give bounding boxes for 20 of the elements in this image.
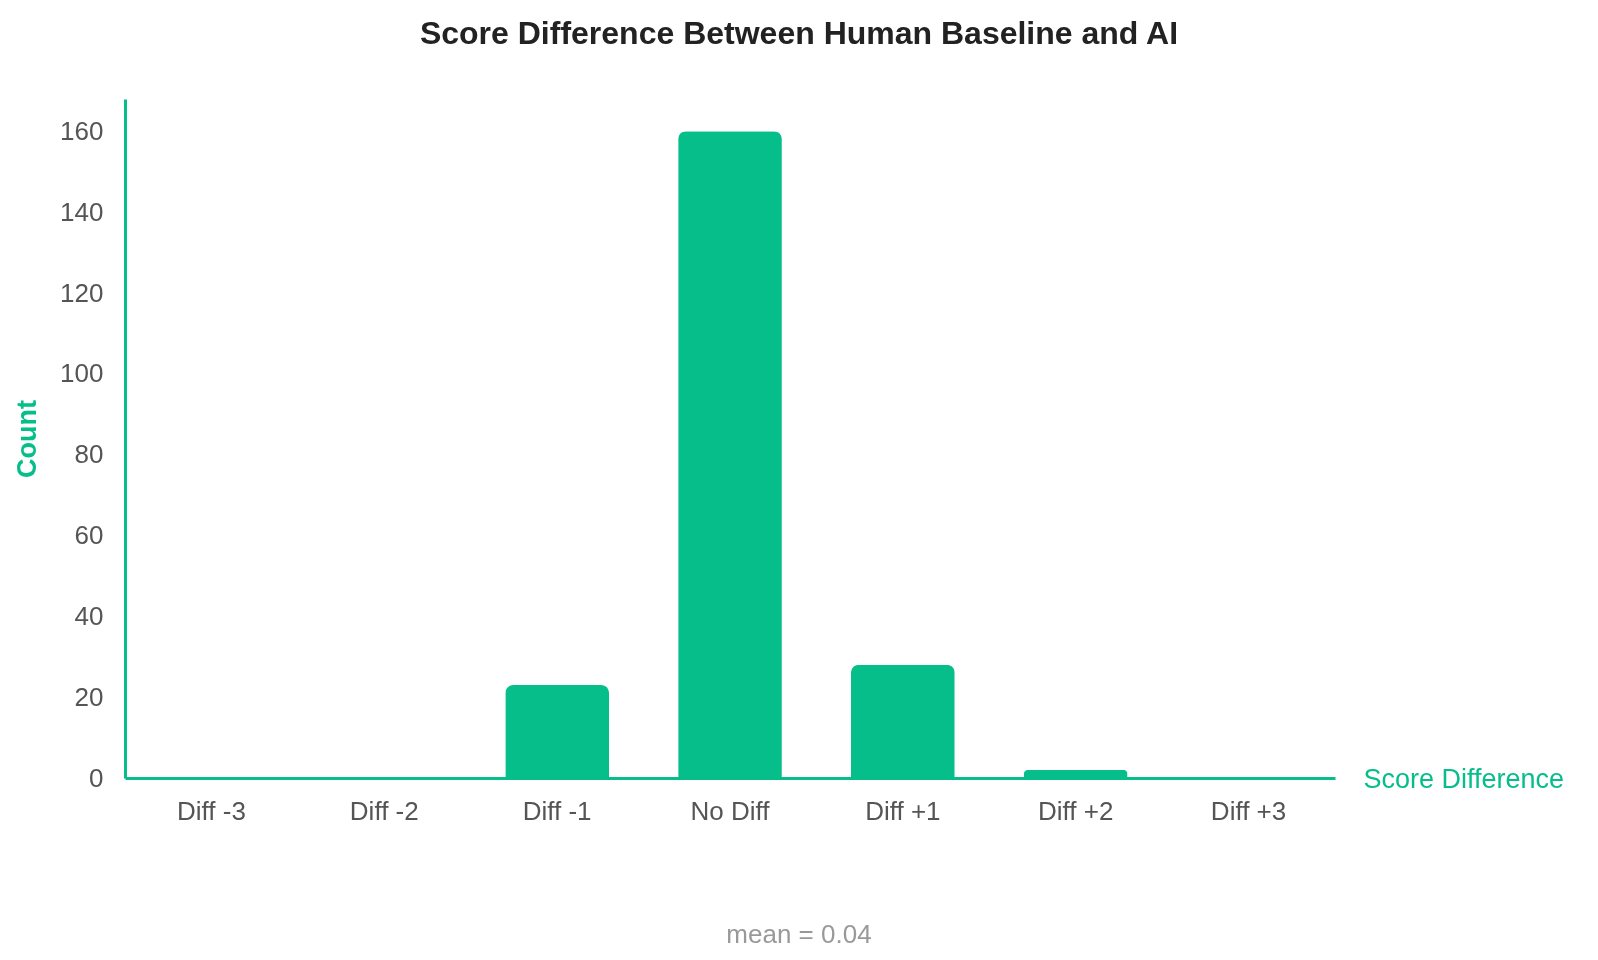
x-tick-label: Diff +3 [1210, 795, 1287, 826]
y-tick-label: 40 [74, 600, 104, 631]
x-axis-title: Score Difference [1363, 763, 1565, 794]
y-tick-label: 60 [74, 520, 104, 550]
x-tick-label: Diff -2 [349, 795, 419, 826]
text: mean = 0.04 [726, 919, 872, 949]
x-tick-label: Diff +2 [1038, 795, 1114, 826]
y-tick-label: 100 [60, 358, 104, 389]
x-tick-label: No Diff [690, 795, 771, 826]
chart-title: Score Difference Between Human Baseline and AI [419, 15, 1179, 51]
y-tick-label: 120 [60, 277, 104, 308]
y-axis-title: Count [11, 400, 42, 478]
y-tick-label: 80 [74, 439, 104, 470]
x-tick-label: Diff -1 [522, 795, 592, 826]
y-tick-label: 140 [60, 196, 104, 227]
x-tick-label: Diff +1 [865, 795, 941, 826]
y-tick-label: 0 [89, 762, 104, 793]
y-tick-label: 20 [74, 681, 104, 712]
y-tick-label: 160 [60, 115, 104, 146]
x-tick-label: Diff -3 [176, 795, 246, 826]
